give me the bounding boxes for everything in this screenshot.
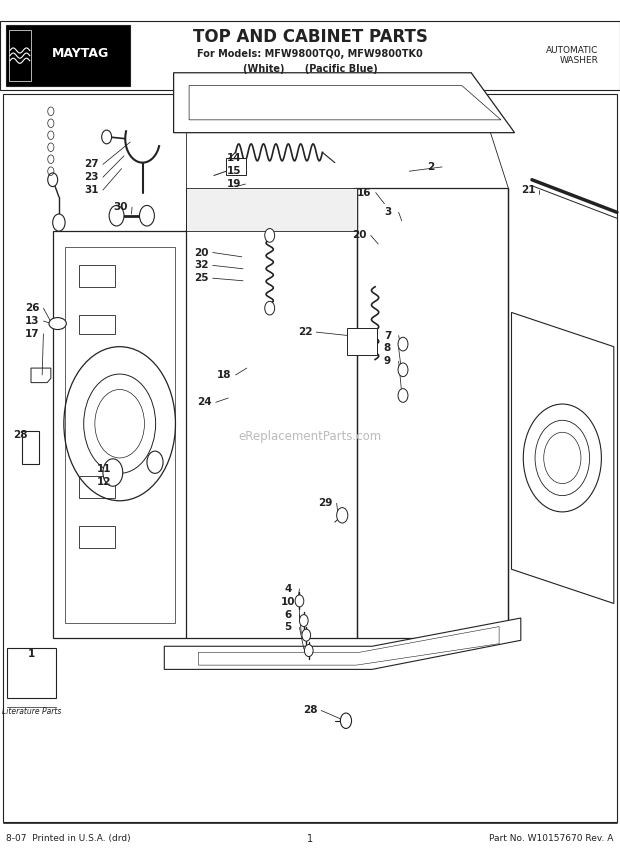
Text: TOP AND CABINET PARTS: TOP AND CABINET PARTS [193,27,427,46]
Text: Part No. W10157670 Rev. A: Part No. W10157670 Rev. A [489,835,614,843]
Text: AUTOMATIC
WASHER: AUTOMATIC WASHER [546,46,598,65]
Text: 14: 14 [227,153,242,163]
Text: 11: 11 [97,464,112,474]
Text: 19: 19 [227,179,242,189]
Text: MAYTAG: MAYTAG [52,47,109,61]
Text: 27: 27 [84,159,99,169]
Text: 22: 22 [298,327,312,337]
Text: 3: 3 [384,207,391,217]
Text: For Models: MFW9800TQ0, MFW9800TK0: For Models: MFW9800TQ0, MFW9800TK0 [197,49,423,59]
Circle shape [295,595,304,607]
Circle shape [147,451,163,473]
Bar [79,476,115,498]
Circle shape [84,374,156,473]
Polygon shape [174,73,515,133]
Circle shape [265,229,275,242]
Polygon shape [53,231,186,638]
Text: 16: 16 [357,187,372,198]
Text: 5: 5 [285,622,292,633]
Text: 25: 25 [194,273,209,283]
Circle shape [337,508,348,523]
Text: 24: 24 [197,397,212,407]
Text: 26: 26 [25,303,40,313]
Bar [7,648,56,698]
Circle shape [299,615,308,627]
Text: 8-07  Printed in U.S.A. (drd): 8-07 Printed in U.S.A. (drd) [6,835,131,843]
Bar [0,21,620,90]
Circle shape [340,713,352,728]
Text: 4: 4 [285,584,292,594]
Circle shape [48,173,58,187]
Text: 1: 1 [28,649,35,659]
Text: 23: 23 [84,172,99,182]
Text: 29: 29 [318,498,333,508]
Circle shape [304,645,313,657]
Text: 12: 12 [97,477,112,487]
Bar [347,328,377,355]
Text: 17: 17 [25,329,40,339]
Bar [6,25,130,86]
Text: Literature Parts: Literature Parts [2,707,61,716]
Text: 15: 15 [227,166,242,176]
Text: 6: 6 [285,609,292,620]
Text: 18: 18 [217,370,232,380]
Text: 20: 20 [352,230,367,241]
Text: 21: 21 [521,185,536,195]
Circle shape [535,420,590,496]
Bar [22,431,39,464]
Text: 32: 32 [194,260,209,270]
Bar [3,94,617,822]
Polygon shape [512,312,614,603]
Polygon shape [186,188,356,231]
Circle shape [103,459,123,486]
Circle shape [302,629,311,641]
Bar [79,315,115,334]
Text: 31: 31 [84,185,99,195]
Text: 9: 9 [384,356,391,366]
Text: 7: 7 [384,330,391,341]
Text: 8: 8 [384,343,391,354]
Text: 28: 28 [303,705,317,716]
Text: (White)      (Pacific Blue): (White) (Pacific Blue) [242,64,378,74]
Text: 10: 10 [281,597,296,607]
Circle shape [398,389,408,402]
Bar [9,30,31,81]
Bar [79,526,115,548]
Bar [79,265,115,287]
Text: 2: 2 [427,162,435,172]
Text: 30: 30 [113,202,128,212]
Polygon shape [356,188,508,638]
Circle shape [109,205,124,226]
Circle shape [265,301,275,315]
Circle shape [398,363,408,377]
Bar [226,158,246,175]
Circle shape [398,337,408,351]
Text: 20: 20 [194,247,209,258]
Circle shape [102,130,112,144]
Text: 1: 1 [307,834,313,844]
Circle shape [140,205,154,226]
Polygon shape [164,618,521,669]
Text: eReplacementParts.com: eReplacementParts.com [238,430,382,443]
Circle shape [53,214,65,231]
Text: 13: 13 [25,316,40,326]
Text: 28: 28 [13,430,28,440]
Ellipse shape [49,318,66,330]
